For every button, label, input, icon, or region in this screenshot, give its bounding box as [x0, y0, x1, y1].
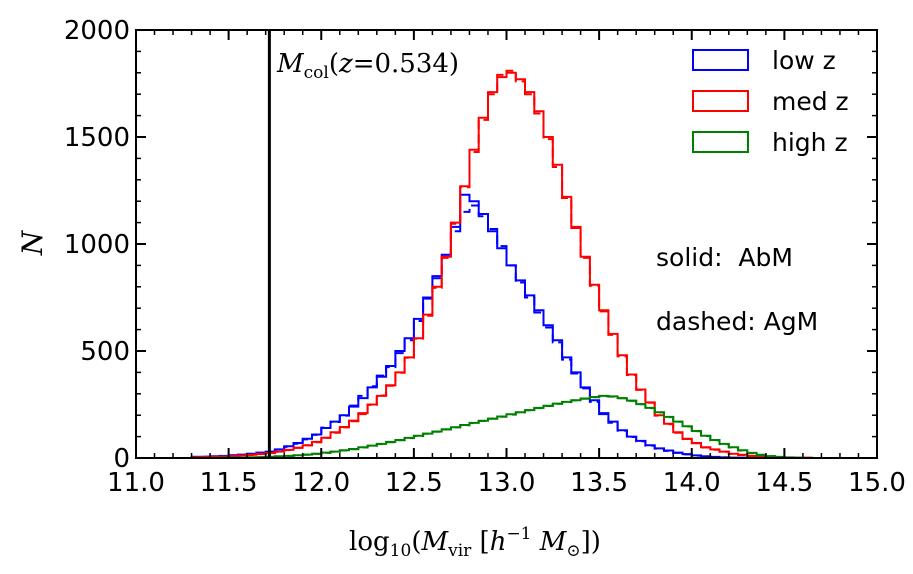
legend-label-low-z: low z — [772, 46, 836, 75]
x-tick-label: 13.0 — [478, 468, 536, 498]
legend-swatch-med-z — [692, 90, 749, 112]
x-tick-label: 11.0 — [107, 468, 165, 498]
y-tick-label: 0 — [113, 444, 130, 474]
y-tick-label: 2000 — [64, 16, 130, 46]
x-tick-label: 11.5 — [200, 468, 258, 498]
annotation-solid: solid: AbM — [656, 243, 793, 272]
legend-label-high-z: high z — [772, 128, 848, 157]
y-tick-labels: 0 500 1000 1500 2000 — [64, 16, 130, 474]
annotation-dashed: dashed: AgM — [656, 307, 818, 336]
x-axis-label: log10(Mvir [h−1 M⊙]) — [349, 524, 601, 561]
x-tick-label: 14.0 — [663, 468, 721, 498]
legend-label-med-z: med z — [772, 87, 849, 116]
y-tick-label: 500 — [80, 337, 130, 367]
tick-layer — [135, 29, 878, 459]
y-axis-label: N — [16, 229, 49, 256]
legend-swatch-high-z — [692, 131, 749, 153]
x-tick-label: 15.0 — [848, 468, 906, 498]
series-line-high-z-abm — [191, 394, 822, 459]
series-line-med-z-agm — [190, 69, 822, 459]
x-tick-labels: 11.0 11.5 12.0 12.5 13.0 13.5 14.0 14.5 15.0 — [107, 468, 906, 498]
series-layer — [190, 69, 822, 459]
y-tick-label: 1000 — [64, 230, 130, 260]
legend-swatch-low-z — [692, 49, 749, 71]
x-tick-label: 12.0 — [292, 468, 350, 498]
collapse-mass-label: Mcol(z=0.534) — [276, 49, 459, 83]
legend: low z med z high z — [692, 46, 849, 157]
x-tick-label: 14.5 — [755, 468, 813, 498]
x-tick-label: 12.5 — [385, 468, 443, 498]
y-tick-label: 1500 — [64, 123, 130, 153]
x-tick-label: 13.5 — [570, 468, 628, 498]
series-line-low-z-agm — [190, 204, 822, 459]
